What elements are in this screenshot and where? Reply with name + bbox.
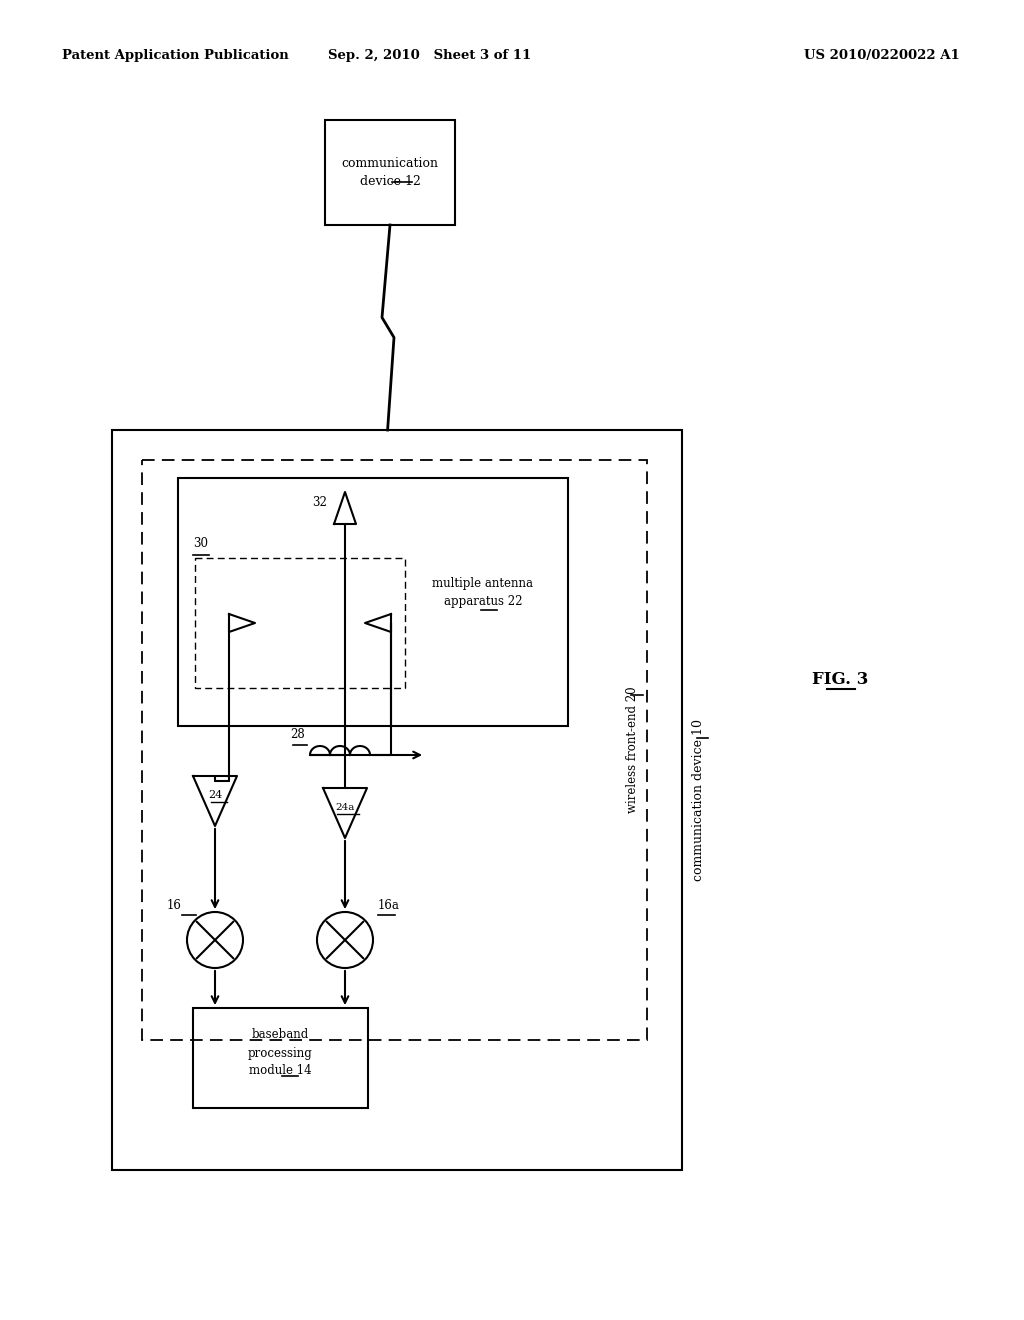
Text: 16: 16: [167, 899, 182, 912]
Text: communication device 10: communication device 10: [691, 719, 705, 880]
Bar: [195, 558, 406, 688]
Bar: [178, 478, 568, 726]
Text: 16a: 16a: [378, 899, 400, 912]
Text: FIG. 3: FIG. 3: [812, 672, 868, 689]
Text: wireless front-end 20: wireless front-end 20: [626, 686, 639, 813]
Text: 30: 30: [193, 537, 208, 550]
Text: 24a: 24a: [335, 803, 354, 812]
Text: multiple antenna
apparatus 22: multiple antenna apparatus 22: [432, 577, 534, 607]
Bar: [112, 430, 682, 1170]
Text: 28: 28: [290, 729, 305, 741]
Text: Patent Application Publication: Patent Application Publication: [62, 49, 289, 62]
Text: Sep. 2, 2010   Sheet 3 of 11: Sep. 2, 2010 Sheet 3 of 11: [329, 49, 531, 62]
Bar: [193, 1008, 368, 1107]
Bar: [142, 459, 647, 1040]
Text: 24: 24: [208, 789, 222, 800]
Bar: [325, 120, 455, 224]
Text: baseband
processing
module 14: baseband processing module 14: [248, 1028, 312, 1077]
Text: US 2010/0220022 A1: US 2010/0220022 A1: [804, 49, 961, 62]
Text: 32: 32: [312, 496, 327, 510]
Text: communication
device 12: communication device 12: [341, 157, 438, 187]
